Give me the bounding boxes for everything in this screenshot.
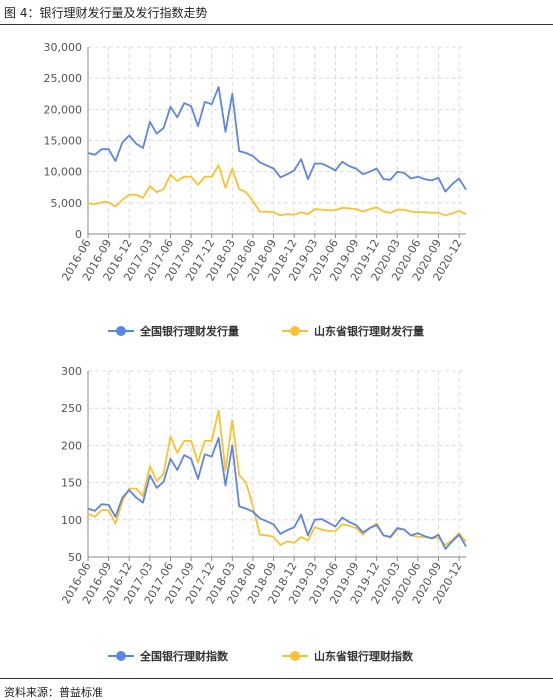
chart0-legend-label: 全国银行理财发行量 [139, 324, 239, 338]
chart1-legend-item-1[interactable]: 山东省银行理财指数 [282, 649, 414, 663]
chart1-legend-item-0[interactable]: 全国银行理财指数 [108, 649, 229, 663]
chart1-series-line-1 [87, 409, 467, 547]
chart1-ytick-label: 150 [61, 477, 82, 490]
chart1-legend-label: 山东省银行理财指数 [314, 649, 414, 663]
chart0-series-line-0 [87, 86, 467, 193]
source-note: 资料来源：普益标准 [4, 686, 103, 699]
issuance-index-chart: 501001502002503002016-062016-092016-1220… [59, 365, 467, 663]
chart0-ytick-label: 30,000 [44, 41, 83, 54]
figure-title: 图 4：银行理财发行量及发行指数走势 [4, 6, 208, 20]
chart0-ytick-label: 15,000 [44, 135, 83, 148]
chart0-legend-item-0[interactable]: 全国银行理财发行量 [108, 324, 239, 338]
top-rule [0, 24, 553, 25]
chart1-legend-swatch-dot [116, 651, 126, 661]
chart1-ytick-label: 300 [61, 365, 82, 378]
bottom-rule [0, 678, 553, 679]
chart1-ytick-label: 200 [61, 439, 82, 452]
chart0-ytick-label: 25,000 [44, 72, 83, 85]
chart1-ytick-label: 100 [61, 514, 82, 527]
chart0-legend-item-1[interactable]: 山东省银行理财发行量 [282, 324, 424, 338]
chart1-ytick-label: 250 [61, 402, 82, 415]
chart0-legend-swatch-dot [290, 326, 300, 336]
chart0-ytick-label: 20,000 [44, 103, 83, 116]
chart0-ytick-label: 5,000 [51, 197, 83, 210]
chart1-legend-swatch-dot [290, 651, 300, 661]
chart0-legend-label: 山东省银行理财发行量 [314, 324, 424, 338]
chart0-ytick-label: 10,000 [44, 166, 83, 179]
chart1-ytick-label: 50 [68, 551, 82, 564]
issuance-volume-chart: 05,00010,00015,00020,00025,00030,0002016… [44, 41, 467, 338]
chart0-legend-swatch-dot [116, 326, 126, 336]
chart1-legend-label: 全国银行理财指数 [139, 649, 229, 663]
chart0-ytick-label: 0 [75, 228, 82, 241]
chart1-series-line-0 [87, 437, 467, 550]
chart0-series-line-1 [87, 164, 467, 217]
